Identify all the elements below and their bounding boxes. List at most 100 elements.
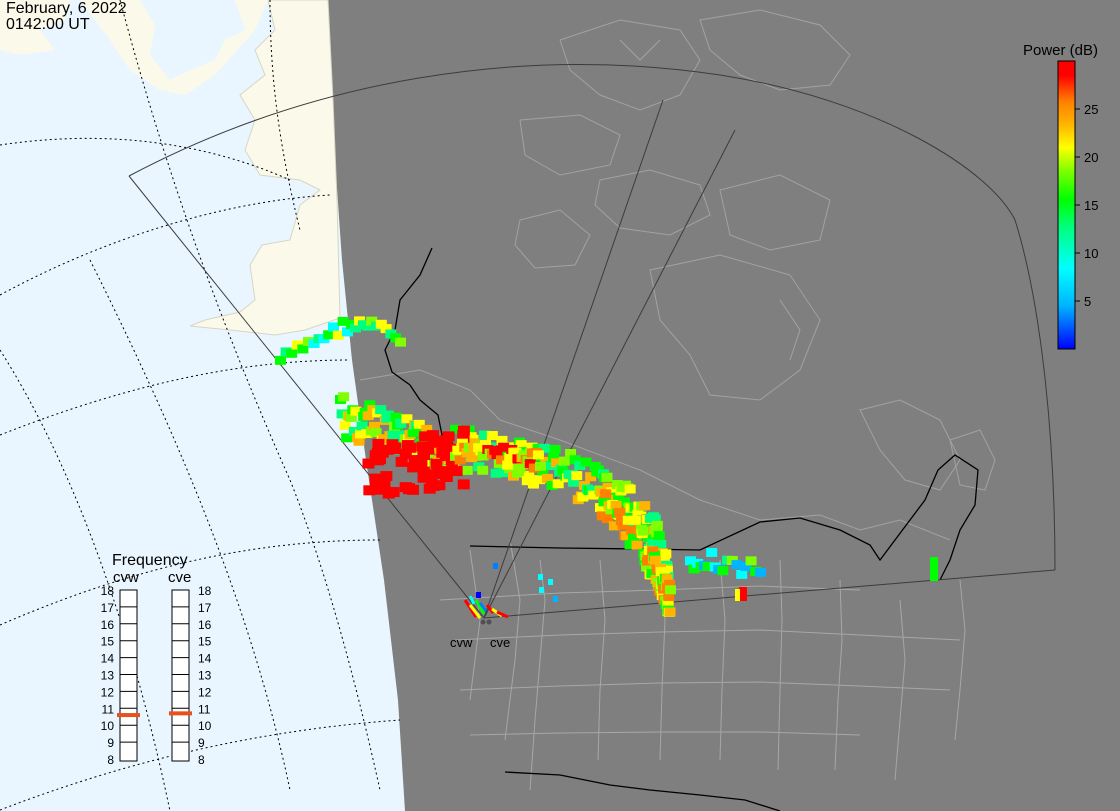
echo-cell	[336, 409, 348, 419]
echo-cell	[571, 471, 583, 481]
echo-cell	[355, 429, 367, 439]
dayside-land-arctic	[80, 0, 268, 95]
echo-cell	[610, 500, 622, 510]
echo-cell	[286, 348, 298, 358]
echo-cell	[468, 595, 476, 605]
echo-cell	[468, 604, 482, 619]
echo-cell	[740, 562, 752, 572]
colorbar-tick-label: 10	[1084, 246, 1098, 261]
frequency-panel: Frequency cvw cve 18 18 17 17 16 16 15 15 14 14 13…	[101, 552, 212, 767]
dayside-land-siberia	[0, 0, 70, 55]
echo-cell	[480, 439, 491, 449]
echo-cell	[376, 447, 389, 458]
echo-cell	[538, 574, 543, 580]
echo-cell	[496, 610, 509, 619]
echo-cell	[406, 484, 419, 495]
echo-cell	[378, 434, 390, 444]
echo-cell	[930, 557, 938, 581]
echo-cell	[452, 445, 464, 455]
echo-cell	[370, 428, 382, 438]
colorbar-ticks: 25 20 15 10 5	[1075, 102, 1098, 309]
echo-cell	[606, 487, 618, 497]
frequency-marker-cvw	[117, 713, 140, 718]
echo-cell	[624, 540, 636, 550]
echo-cell	[588, 490, 600, 500]
echo-cell	[574, 461, 586, 471]
echo-cell	[469, 438, 481, 448]
frequency-label-left: 12	[101, 685, 115, 699]
echo-cell	[618, 497, 630, 507]
echo-cell	[443, 443, 456, 454]
echo-cell	[526, 442, 538, 452]
echo-cell	[491, 450, 503, 460]
echo-cell	[332, 330, 344, 340]
echo-cell	[291, 340, 303, 350]
echo-cell	[417, 472, 430, 483]
echo-cell	[643, 533, 655, 543]
echo-cell	[664, 607, 676, 617]
colorbar-scale	[1057, 60, 1076, 350]
echo-cell	[663, 592, 675, 602]
echo-cell	[341, 433, 353, 443]
echo-cell	[502, 460, 514, 470]
frequency-label-left: 17	[101, 601, 115, 615]
echo-cell	[350, 406, 362, 416]
echo-cell	[437, 468, 450, 479]
echo-cell	[454, 455, 466, 465]
echo-cell	[486, 431, 498, 441]
echo-cell	[407, 462, 420, 473]
echo-cell	[549, 444, 561, 454]
echo-cell	[337, 316, 349, 326]
echo-cell	[424, 469, 437, 480]
echo-cell	[565, 449, 577, 459]
echo-cell	[628, 533, 640, 543]
echo-cell	[552, 479, 564, 489]
echo-cell	[457, 429, 470, 440]
echo-cell	[374, 454, 387, 465]
echo-cell	[665, 585, 676, 595]
frequency-scale-cve	[171, 589, 190, 762]
echo-cell	[417, 450, 430, 461]
echo-cell	[323, 330, 335, 340]
frequency-label-left: 14	[101, 652, 115, 666]
frequency-label-left: 16	[101, 618, 115, 632]
echo-cell	[541, 473, 553, 483]
echo-cell	[617, 520, 629, 530]
echo-cell	[532, 450, 544, 460]
echo-cell	[478, 602, 488, 612]
echo-cell	[369, 473, 382, 484]
echo-cell	[413, 419, 425, 429]
echo-cell	[490, 468, 502, 478]
echo-cell	[651, 520, 663, 530]
echo-cell	[404, 442, 417, 453]
echo-cell	[389, 444, 402, 455]
echo-cell	[504, 453, 516, 463]
echo-cell	[739, 587, 747, 601]
echo-cell	[608, 521, 620, 531]
echo-cell	[366, 316, 378, 326]
echo-cell	[624, 484, 636, 494]
frequency-label-right: 12	[198, 685, 212, 699]
echo-cell	[568, 477, 580, 487]
echo-cell	[380, 471, 393, 482]
echo-cell	[535, 461, 546, 471]
echo-cell	[429, 436, 442, 447]
echo-cell	[375, 405, 387, 415]
echo-cell	[518, 450, 530, 460]
echo-cell	[521, 476, 533, 486]
echo-cell	[664, 579, 676, 589]
echo-cell	[614, 507, 626, 517]
echo-cell	[442, 431, 455, 442]
echo-cell	[662, 600, 674, 610]
echo-cell	[463, 599, 478, 618]
frequency-label-right: 15	[198, 635, 212, 649]
echo-cell	[528, 463, 540, 473]
echo-cell	[706, 547, 718, 557]
date-label: February, 6 2022	[6, 0, 127, 17]
echo-cell	[399, 448, 412, 459]
frequency-label-left: 13	[101, 669, 115, 683]
echo-cell	[685, 556, 696, 566]
echo-cell	[658, 555, 670, 565]
frequency-label-right: 16	[198, 618, 212, 632]
site-label-cve: cve	[490, 635, 510, 650]
